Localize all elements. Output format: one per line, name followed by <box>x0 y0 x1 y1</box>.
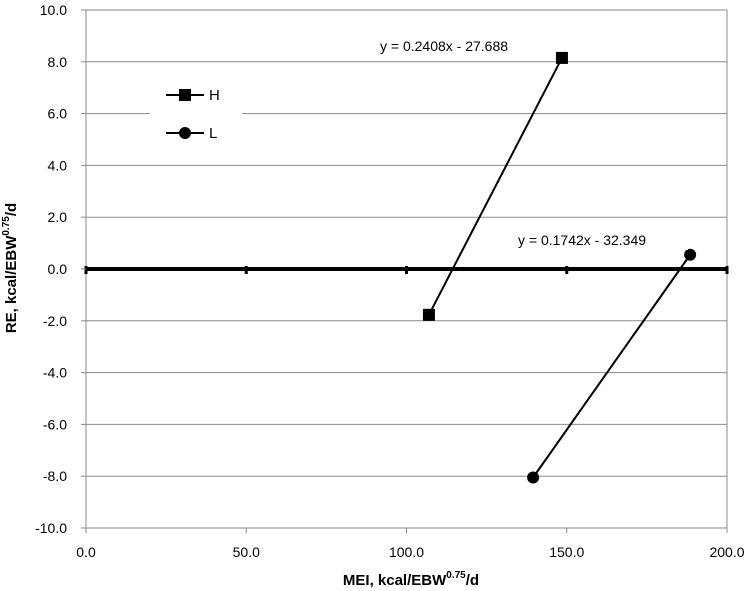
legend-marker-H <box>179 89 191 101</box>
data-point-L <box>684 248 697 261</box>
y-tick-label: 2.0 <box>48 209 68 225</box>
equation-background <box>376 36 550 56</box>
trendline-equations: y = 0.2408x - 27.688 y = 0.1742x - 32.349 <box>376 36 688 250</box>
y-tick-label: 6.0 <box>48 106 68 122</box>
equation-background <box>514 230 688 250</box>
y-tick-label: -10.0 <box>35 520 67 536</box>
zero-axis <box>84 266 729 274</box>
series-line-L <box>532 254 691 479</box>
y-tick-label: -4.0 <box>43 365 67 381</box>
data-point-H <box>422 308 435 321</box>
x-tick-label: 150.0 <box>549 544 584 560</box>
y-tick-label: -2.0 <box>43 313 67 329</box>
x-tick-label: 200.0 <box>709 544 744 560</box>
x-tick-label: 100.0 <box>389 544 424 560</box>
trendline-equation-L: y = 0.1742x - 32.349 <box>518 232 646 248</box>
legend-label-L: L <box>209 125 217 142</box>
trendline-equation-H: y = 0.2408x - 27.688 <box>380 38 508 54</box>
data-point-H <box>555 51 568 64</box>
y-tick-label: 4.0 <box>48 157 68 173</box>
y-tick-label: 0.0 <box>48 261 68 277</box>
y-tick-label: 8.0 <box>48 54 68 70</box>
x-axis-ticks: 0.0 50.0 100.0 150.0 200.0 <box>76 528 745 560</box>
data-point-L <box>527 471 540 484</box>
series-layer <box>422 51 697 484</box>
x-tick-label: 50.0 <box>233 544 260 560</box>
legend-label-H: H <box>209 87 220 104</box>
y-tick-label: 10.0 <box>40 2 67 18</box>
legend-marker-L <box>179 127 191 139</box>
x-tick-label: 0.0 <box>76 544 96 560</box>
y-tick-label: -6.0 <box>43 416 67 432</box>
y-axis-title: RE, kcal/EBW0.75/d <box>1 203 20 333</box>
legend: HL <box>150 76 242 152</box>
legend-box <box>150 76 242 152</box>
series-line-H <box>428 57 563 316</box>
y-tick-label: -8.0 <box>43 468 67 484</box>
x-axis-title: MEI, kcal/EBW0.75/d <box>343 570 479 589</box>
y-axis-ticks: 10.0 8.0 6.0 4.0 2.0 0.0 -2.0 -4.0 -6.0 -8.0 -10.0 <box>35 2 86 536</box>
